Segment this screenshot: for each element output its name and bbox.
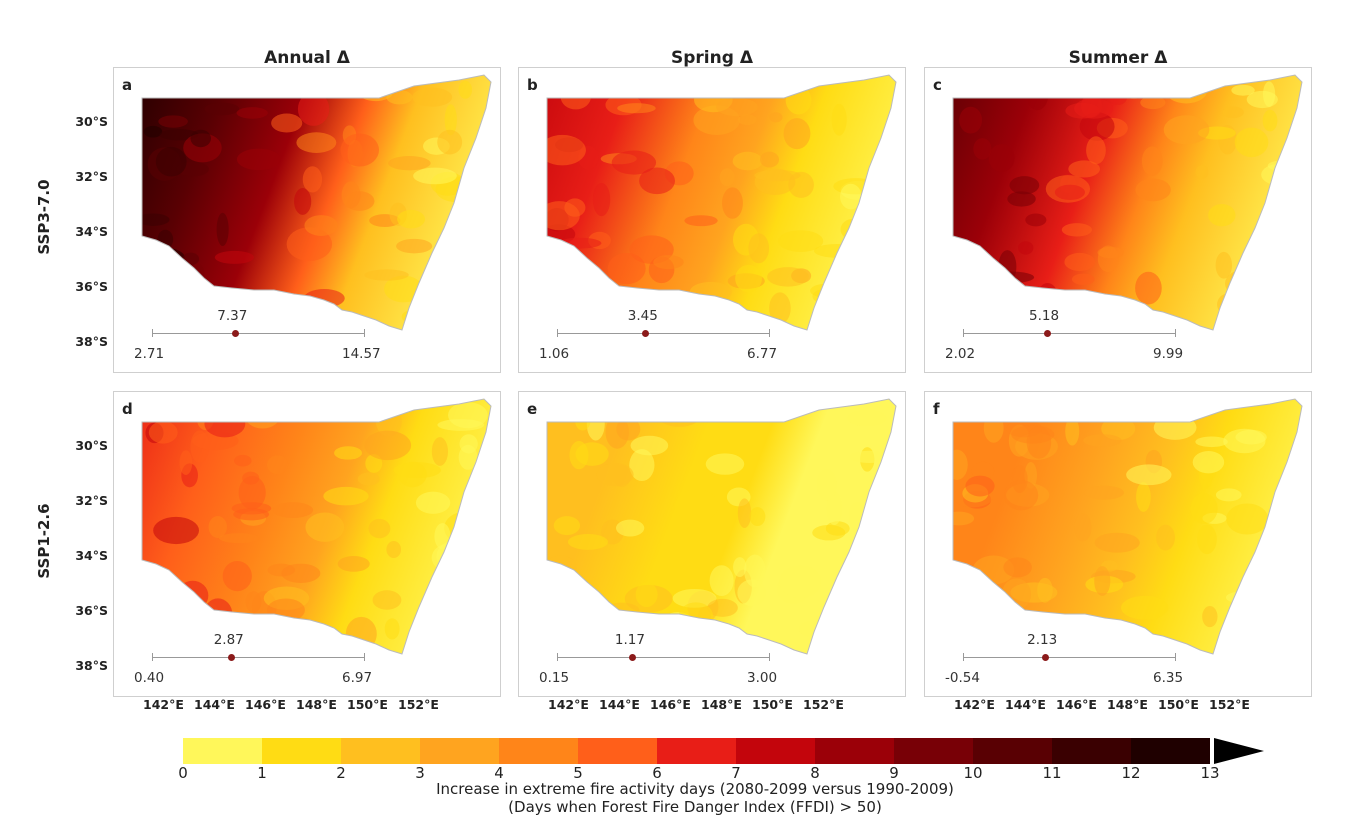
lat-label: 30°S bbox=[75, 114, 108, 129]
column-title-summer: Summer Δ bbox=[1068, 48, 1168, 68]
lat-label: 30°S bbox=[75, 438, 108, 453]
colorbar-segment bbox=[183, 738, 262, 764]
lat-label: 36°S bbox=[75, 603, 108, 618]
colorbar-segment bbox=[736, 738, 815, 764]
colorbar-tick: 1 bbox=[257, 764, 267, 782]
lat-label: 34°S bbox=[75, 548, 108, 563]
nsw-map bbox=[952, 74, 1303, 331]
lon-label: 146°E bbox=[650, 697, 691, 712]
colorbar-segment bbox=[1131, 738, 1210, 764]
colorbar bbox=[183, 738, 1210, 764]
lon-label: 150°E bbox=[1158, 697, 1199, 712]
lon-label: 142°E bbox=[954, 697, 995, 712]
panel-letter: e bbox=[527, 400, 538, 418]
map-panel-f: f 2.13 -0.54 6.35 bbox=[924, 391, 1312, 697]
colorbar-tick: 11 bbox=[1042, 764, 1062, 782]
column-title-spring: Spring Δ bbox=[671, 48, 753, 68]
lon-label: 144°E bbox=[599, 697, 640, 712]
colorbar-tick: 6 bbox=[652, 764, 662, 782]
lat-label: 32°S bbox=[75, 493, 108, 508]
nsw-map bbox=[141, 398, 492, 655]
lat-label: 36°S bbox=[75, 279, 108, 294]
colorbar-segment bbox=[657, 738, 736, 764]
panel-letter: a bbox=[122, 76, 133, 94]
panel-letter: d bbox=[122, 400, 133, 418]
lon-label: 150°E bbox=[752, 697, 793, 712]
lon-label: 144°E bbox=[194, 697, 235, 712]
map-panel-b: b 3.45 1.06 6.77 bbox=[518, 67, 906, 373]
lon-label: 142°E bbox=[143, 697, 184, 712]
colorbar-segment bbox=[341, 738, 420, 764]
colorbar-tick: 12 bbox=[1121, 764, 1141, 782]
colorbar-tick: 4 bbox=[494, 764, 504, 782]
colorbar-segment bbox=[499, 738, 578, 764]
colorbar-tick: 3 bbox=[415, 764, 425, 782]
lon-label: 148°E bbox=[1107, 697, 1148, 712]
lon-label: 142°E bbox=[548, 697, 589, 712]
lon-label: 146°E bbox=[245, 697, 286, 712]
colorbar-segment bbox=[578, 738, 657, 764]
colorbar-tick: 7 bbox=[731, 764, 741, 782]
column-title-annual: Annual Δ bbox=[264, 48, 350, 68]
lon-label: 144°E bbox=[1005, 697, 1046, 712]
colorbar-segment bbox=[973, 738, 1052, 764]
lat-label: 32°S bbox=[75, 169, 108, 184]
panel-letter: f bbox=[933, 400, 940, 418]
panel-letter: b bbox=[527, 76, 538, 94]
colorbar-segment bbox=[894, 738, 973, 764]
panel-letter: c bbox=[933, 76, 942, 94]
nsw-map bbox=[546, 398, 897, 655]
lat-label: 38°S bbox=[75, 334, 108, 349]
colorbar-label: Increase in extreme fire activity days (… bbox=[436, 780, 954, 798]
colorbar-segment bbox=[262, 738, 341, 764]
lon-label: 152°E bbox=[398, 697, 439, 712]
nsw-map bbox=[952, 398, 1303, 655]
nsw-map bbox=[141, 74, 492, 331]
lon-label: 148°E bbox=[701, 697, 742, 712]
colorbar-segment bbox=[1052, 738, 1131, 764]
colorbar-tick: 0 bbox=[178, 764, 188, 782]
colorbar-tick: 5 bbox=[573, 764, 583, 782]
row-title-ssp370: SSP3-7.0 bbox=[35, 179, 53, 255]
map-panel-e: e 1.17 0.15 3.00 bbox=[518, 391, 906, 697]
colorbar-extend-arrow bbox=[1214, 738, 1264, 764]
colorbar-tick: 10 bbox=[963, 764, 983, 782]
colorbar-tick: 2 bbox=[336, 764, 346, 782]
nsw-map bbox=[546, 74, 897, 331]
colorbar-segment bbox=[420, 738, 499, 764]
lon-label: 152°E bbox=[1209, 697, 1250, 712]
map-panel-a: a 7.37 2.71 14.57 bbox=[113, 67, 501, 373]
lon-label: 150°E bbox=[347, 697, 388, 712]
colorbar-sublabel: (Days when Forest Fire Danger Index (FFD… bbox=[508, 798, 882, 816]
colorbar-tick: 8 bbox=[810, 764, 820, 782]
row-title-ssp126: SSP1-2.6 bbox=[35, 503, 53, 579]
lon-label: 152°E bbox=[803, 697, 844, 712]
lon-label: 146°E bbox=[1056, 697, 1097, 712]
colorbar-tick: 9 bbox=[889, 764, 899, 782]
map-panel-d: d 2.87 0.40 6.97 bbox=[113, 391, 501, 697]
lon-label: 148°E bbox=[296, 697, 337, 712]
map-panel-c: c 5.18 2.02 9.99 bbox=[924, 67, 1312, 373]
colorbar-tick: 13 bbox=[1200, 764, 1220, 782]
colorbar-segment bbox=[815, 738, 894, 764]
lat-label: 34°S bbox=[75, 224, 108, 239]
lat-label: 38°S bbox=[75, 658, 108, 673]
